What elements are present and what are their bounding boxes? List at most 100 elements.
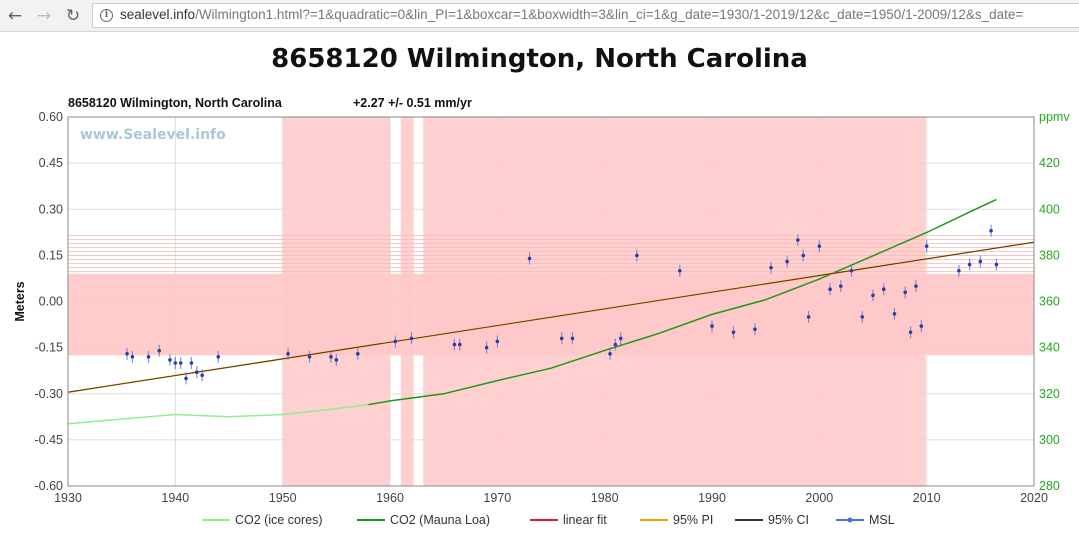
y-tick-label: 0.30: [39, 202, 63, 216]
legend-label: MSL: [869, 513, 895, 527]
y2-tick-label: 340: [1039, 341, 1060, 355]
info-icon[interactable]: i: [100, 9, 113, 22]
msl-point: [881, 287, 886, 291]
msl-point: [195, 370, 199, 375]
y2-tick-label: 420: [1039, 156, 1060, 170]
msl-point: [801, 253, 806, 258]
msl-point: [892, 312, 897, 316]
msl-point: [978, 259, 983, 264]
msl-point: [753, 327, 757, 331]
reload-button[interactable]: ↻: [62, 5, 84, 27]
msl-point: [731, 330, 736, 335]
x-tick-label: 2000: [805, 491, 833, 505]
y-tick-label: -0.60: [35, 479, 64, 493]
legend-marker: [847, 517, 853, 523]
msl-point: [178, 361, 183, 365]
msl-point: [307, 355, 312, 359]
msl-point: [570, 336, 575, 341]
x-tick-label: 1970: [483, 491, 511, 505]
legend-label: CO2 (ice cores): [235, 513, 323, 527]
series-95-ci: [67, 241, 1035, 393]
x-tick-label: 1960: [376, 491, 404, 505]
msl-point: [613, 342, 618, 347]
msl-point: [908, 330, 913, 335]
plot-frame: [67, 116, 1035, 487]
msl-point: [849, 268, 854, 273]
y-tick-label: 0.60: [39, 110, 63, 124]
x-tick-label: 2010: [913, 491, 941, 505]
msl-point: [130, 355, 135, 359]
msl-point: [216, 355, 221, 359]
msl-point: [484, 345, 489, 350]
x-tick-label: 1940: [161, 491, 189, 505]
y-tick-label: 0.00: [39, 295, 63, 309]
msl-point: [356, 351, 360, 356]
msl-point: [393, 339, 398, 344]
y-axis-label: Meters: [13, 281, 27, 321]
x-tick-label: 1990: [698, 491, 726, 505]
msl-point: [769, 265, 773, 270]
msl-point: [710, 324, 714, 328]
series-co2-ice-cores-: [67, 403, 369, 425]
msl-point: [184, 376, 188, 381]
msl-point: [125, 351, 129, 356]
reload-icon: ↻: [65, 6, 81, 26]
msl-point: [817, 244, 822, 248]
legend-label: CO2 (Mauna Loa): [390, 513, 490, 527]
y2-tick-label: 280: [1039, 479, 1060, 493]
y2-tick-label: ppmv: [1039, 110, 1070, 124]
msl-point: [871, 293, 875, 298]
msl-point: [189, 361, 194, 365]
msl-point: [200, 373, 204, 378]
x-tick-label: 1930: [54, 491, 82, 505]
msl-point: [903, 290, 907, 295]
url-text[interactable]: sealevel.info/Wilmington1.html?=1&quadra…: [120, 7, 1023, 22]
x-tick-label: 1980: [591, 491, 619, 505]
msl-point: [329, 355, 333, 359]
msl-point: [635, 253, 639, 258]
msl-point: [457, 342, 462, 347]
msl-point: [924, 244, 929, 248]
url-host: sealevel.info: [120, 7, 196, 22]
y2-tick-label: 320: [1039, 387, 1060, 401]
back-button[interactable]: ←: [4, 5, 26, 27]
x-tick-label: 1950: [269, 491, 297, 505]
y2-tick-label: 360: [1039, 295, 1060, 309]
msl-point: [828, 287, 832, 291]
x-tick-label: 2020: [1020, 491, 1048, 505]
sea-level-chart: www.Sealevel.info 8658120 Wilmington, Nor…: [13, 96, 1070, 527]
msl-point: [957, 268, 961, 273]
highlight-band: [68, 273, 1034, 356]
msl-point: [452, 342, 457, 347]
forward-button[interactable]: →: [33, 5, 55, 27]
arrow-right-icon: →: [36, 6, 52, 26]
page-title: 8658120 Wilmington, North Carolina: [271, 44, 808, 74]
legend-label: linear fit: [563, 513, 607, 527]
msl-point: [409, 336, 414, 341]
msl-point: [678, 268, 682, 273]
y-tick-label: -0.45: [35, 433, 64, 447]
y2-tick-label: 380: [1039, 248, 1060, 262]
msl-point: [806, 315, 811, 319]
msl-point: [173, 361, 178, 365]
browser-toolbar: ← → ↻ i sealevel.info/Wilmington1.html?=…: [0, 0, 1079, 32]
y-tick-label: 0.15: [39, 248, 63, 262]
msl-point: [839, 284, 843, 288]
msl-point: [785, 259, 789, 264]
chart-subtitle-right: +2.27 +/- 0.51 mm/yr: [353, 96, 472, 110]
msl-point: [157, 348, 162, 353]
msl-point: [334, 358, 339, 362]
chart-subtitle-left: 8658120 Wilmington, North Carolina: [68, 96, 283, 110]
msl-point: [146, 355, 151, 359]
msl-point: [914, 284, 918, 288]
msl-point: [527, 256, 532, 261]
watermark-text: www.Sealevel.info: [80, 127, 226, 143]
y2-tick-label: 400: [1039, 202, 1060, 216]
address-bar[interactable]: i sealevel.info/Wilmington1.html?=1&quad…: [92, 3, 1079, 28]
msl-point: [168, 358, 172, 362]
legend-label: 95% PI: [673, 513, 713, 527]
msl-point: [618, 336, 623, 341]
msl-point: [860, 315, 865, 319]
arrow-left-icon: ←: [7, 6, 23, 26]
msl-point: [286, 351, 290, 356]
